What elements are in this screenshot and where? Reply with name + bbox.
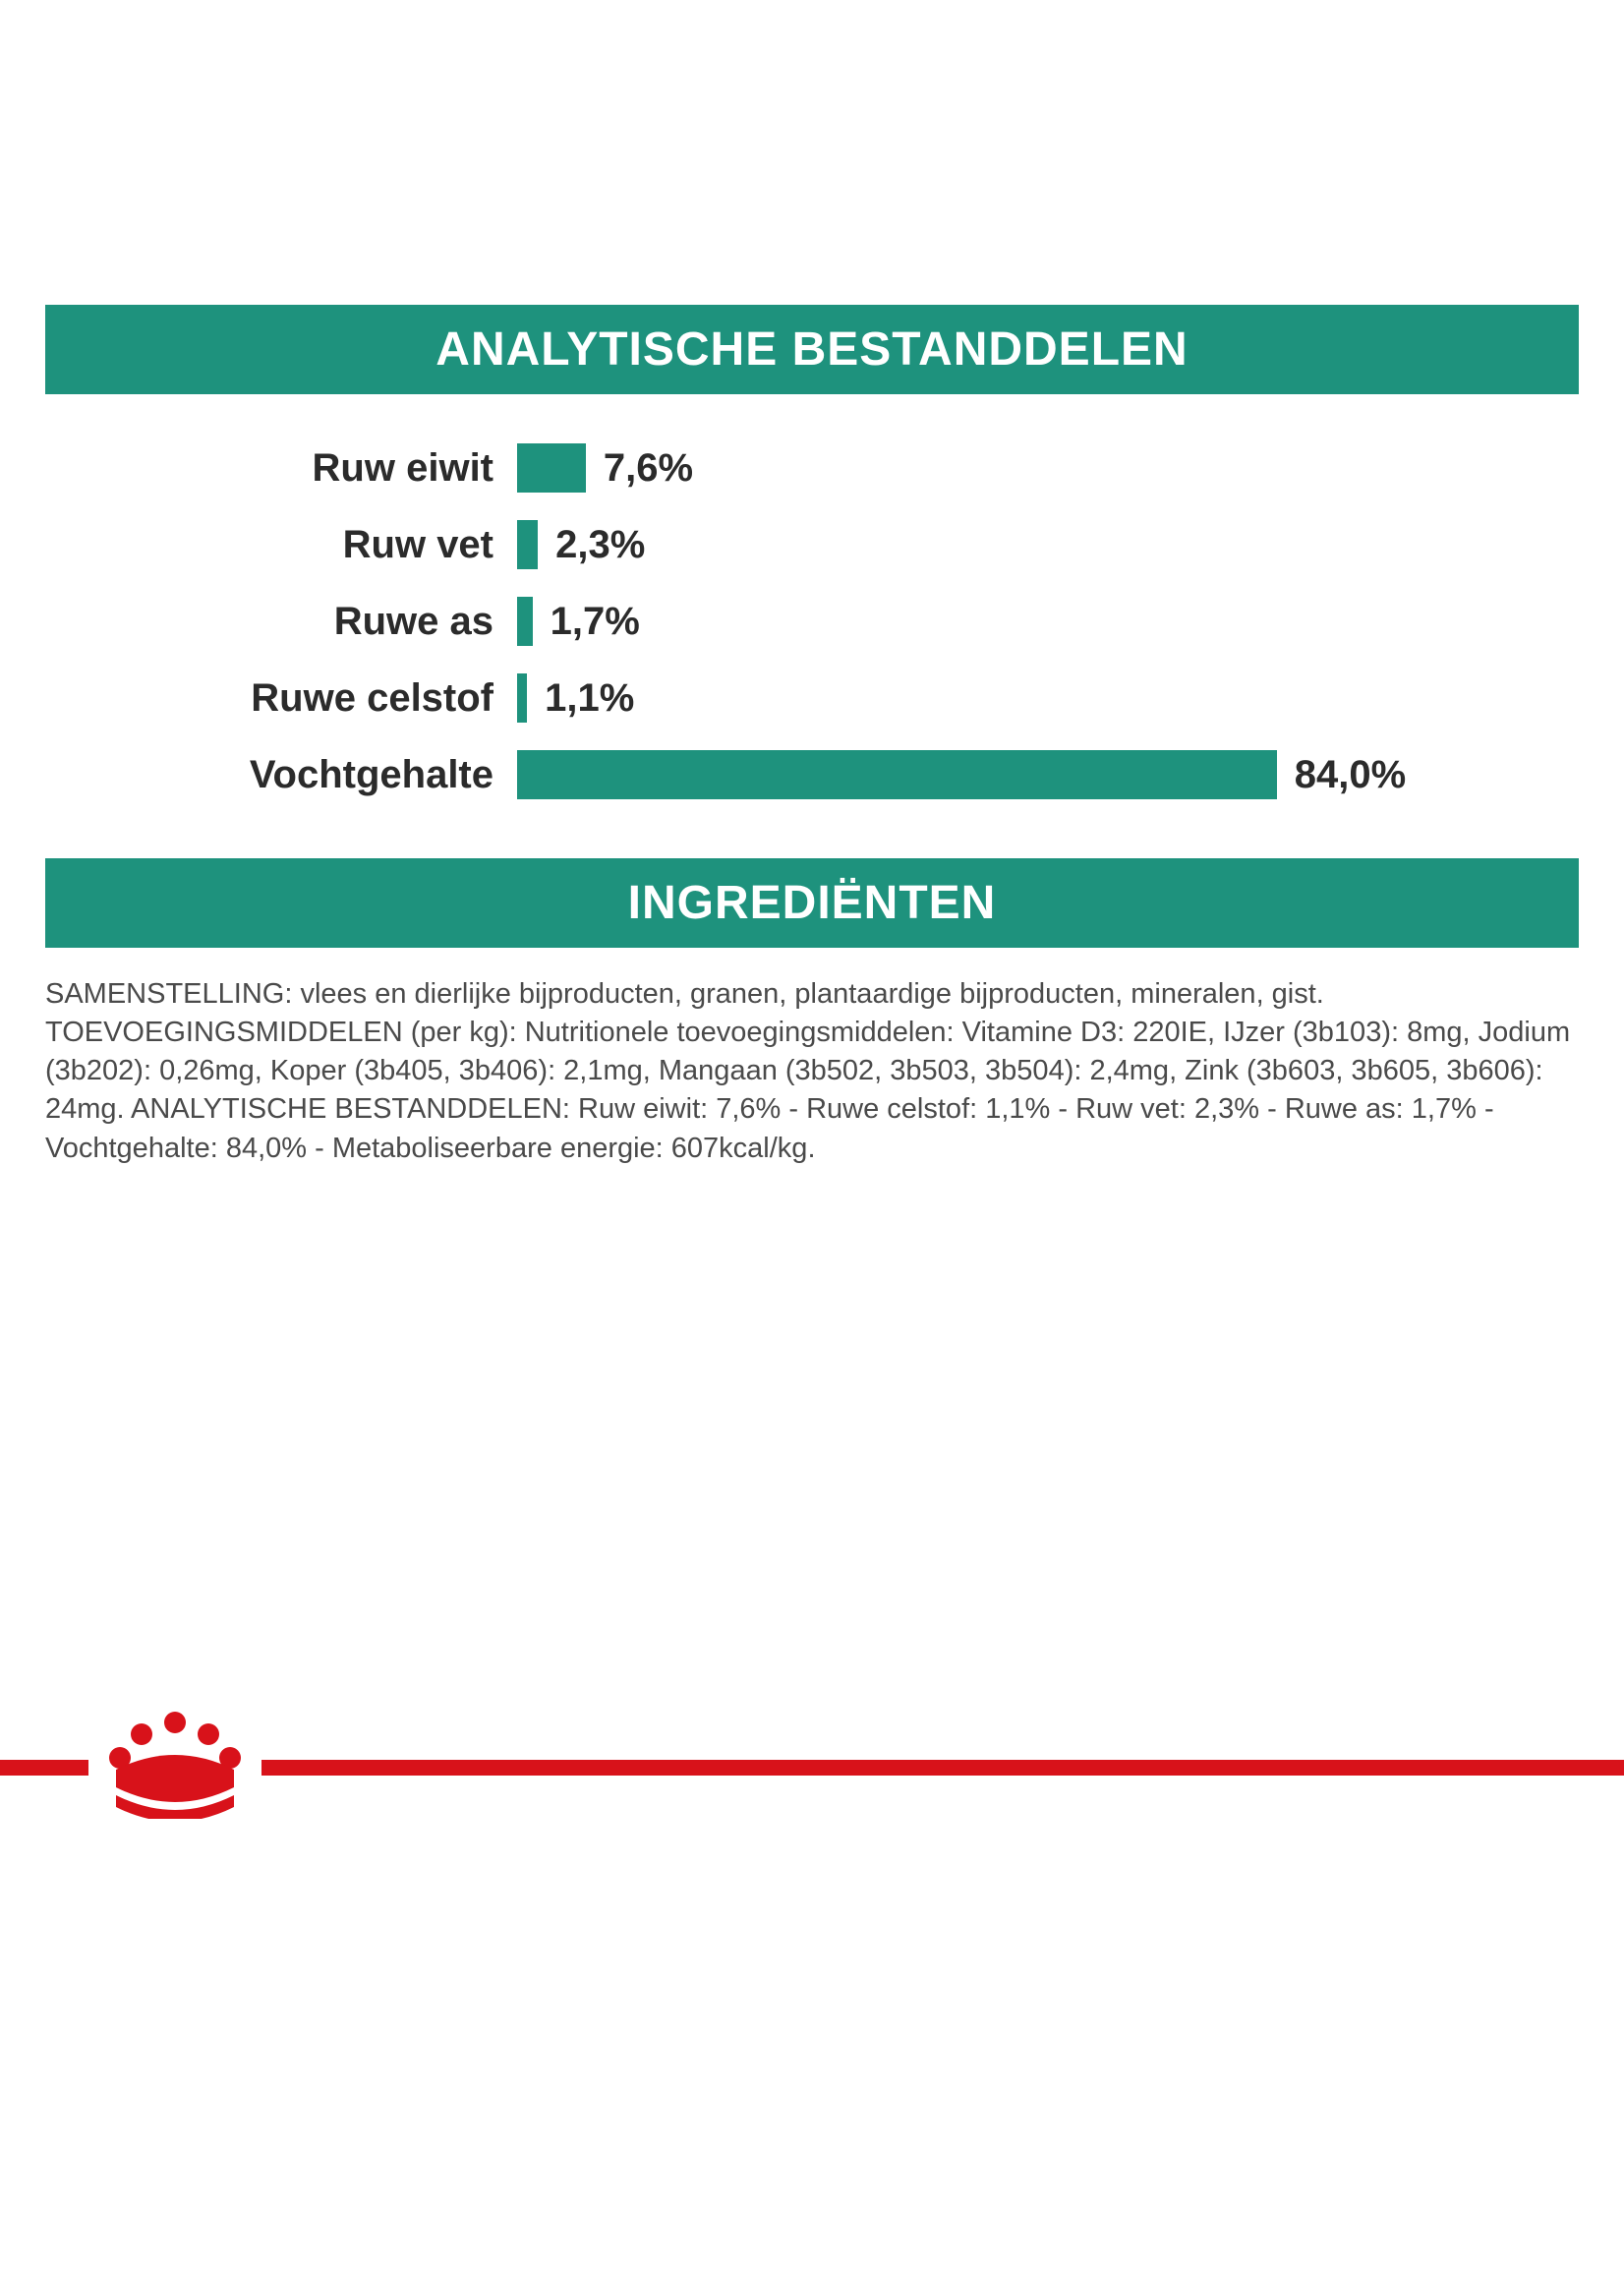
ingredients-text: SAMENSTELLING: vlees en dierlijke bijpro… bbox=[45, 975, 1579, 1168]
footer-band-right bbox=[261, 1760, 1624, 1776]
chart-label: Ruw eiwit bbox=[45, 446, 517, 491]
bar bbox=[517, 520, 538, 569]
bar-value: 7,6% bbox=[586, 446, 693, 491]
bar bbox=[517, 673, 527, 723]
bar-value: 84,0% bbox=[1277, 753, 1406, 797]
footer-band-left bbox=[0, 1760, 88, 1776]
chart-label: Ruwe celstof bbox=[45, 676, 517, 721]
bar-wrap: 2,3% bbox=[517, 520, 1579, 569]
bar-wrap: 1,7% bbox=[517, 597, 1579, 646]
bar-wrap: 1,1% bbox=[517, 673, 1579, 723]
chart-row: Ruw vet 2,3% bbox=[45, 520, 1579, 569]
chart-row: Vochtgehalte 84,0% bbox=[45, 750, 1579, 799]
analytical-header: ANALYTISCHE BESTANDDELEN bbox=[45, 305, 1579, 394]
chart-row: Ruwe as 1,7% bbox=[45, 597, 1579, 646]
bar bbox=[517, 443, 586, 493]
bar-value: 1,7% bbox=[533, 600, 640, 644]
chart-label: Ruwe as bbox=[45, 600, 517, 644]
bar-value: 1,1% bbox=[527, 676, 634, 721]
ingredients-header: INGREDIËNTEN bbox=[45, 858, 1579, 948]
chart-row: Ruwe celstof1,1% bbox=[45, 673, 1579, 723]
bar-wrap: 7,6% bbox=[517, 443, 1579, 493]
crown-icon bbox=[106, 1711, 244, 1824]
bar-wrap: 84,0% bbox=[517, 750, 1579, 799]
chart-label: Vochtgehalte bbox=[45, 753, 517, 797]
chart-label: Ruw vet bbox=[45, 523, 517, 567]
bar bbox=[517, 750, 1277, 799]
bar bbox=[517, 597, 533, 646]
page: ANALYTISCHE BESTANDDELEN Ruw eiwit7,6%Ru… bbox=[0, 0, 1624, 2274]
footer-band bbox=[0, 1711, 1624, 1824]
analytical-chart: Ruw eiwit7,6%Ruw vet2,3%Ruwe as1,7%Ruwe … bbox=[45, 443, 1579, 799]
bar-value: 2,3% bbox=[538, 523, 645, 567]
chart-row: Ruw eiwit 7,6% bbox=[45, 443, 1579, 493]
